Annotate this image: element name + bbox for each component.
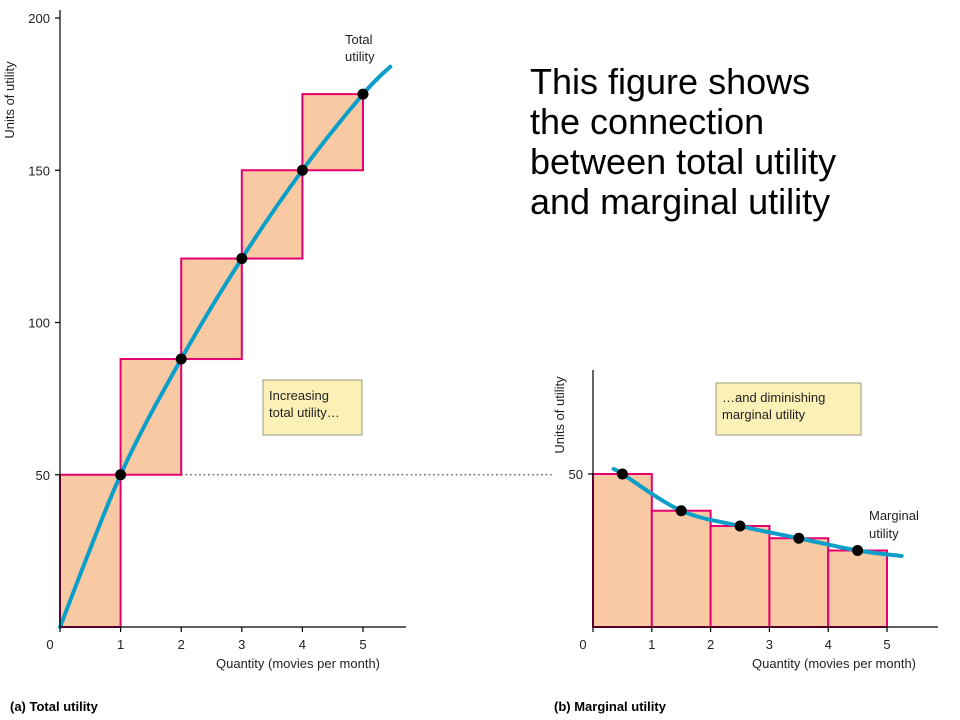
caption-line: This figure shows bbox=[530, 61, 811, 102]
total-utility-y-tick-label: 50 bbox=[36, 468, 50, 483]
total-utility-annotation-box bbox=[262, 379, 363, 436]
total-utility-y-axis-label: Units of utility bbox=[2, 61, 17, 139]
marginal-utility-bar bbox=[650, 509, 712, 628]
total-utility-annotation-text: total utility… bbox=[269, 405, 340, 420]
marginal-utility-point bbox=[852, 545, 864, 556]
marginal-utility-curve-label: Marginal bbox=[869, 508, 919, 523]
marginal-utility-point bbox=[616, 468, 628, 480]
marginal-utility-point bbox=[793, 532, 805, 544]
marginal-utility-curve-label: utility bbox=[869, 526, 899, 541]
total-utility-x-tick-label: 3 bbox=[238, 637, 245, 652]
total-utility-point bbox=[296, 164, 308, 176]
caption-line: and marginal utility bbox=[530, 181, 831, 222]
marginal-utility-annotation-text: marginal utility bbox=[722, 407, 806, 422]
marginal-utility-bar bbox=[592, 473, 653, 628]
total-utility-annotation-text: Increasing bbox=[269, 388, 329, 403]
total-utility-y-tick-label: 150 bbox=[28, 163, 50, 178]
marginal-utility-annotation-text: …and diminishing bbox=[722, 390, 825, 405]
total-utility-point bbox=[357, 88, 369, 100]
marginal-utility-x-tick-label: 1 bbox=[648, 637, 655, 652]
marginal-utility-x-tick-label: 2 bbox=[707, 637, 714, 652]
caption-line: between total utility bbox=[530, 141, 837, 182]
total-utility-curve-label: utility bbox=[345, 49, 375, 64]
total-utility-x-axis-label: Quantity (movies per month) bbox=[216, 656, 380, 671]
marginal-utility-annotation-box bbox=[715, 382, 862, 436]
marginal-utility-chart: Units of utility Quantity (movies per mo… bbox=[552, 370, 938, 714]
total-utility-point bbox=[115, 469, 127, 481]
total-utility-y-tick-label: 100 bbox=[28, 316, 50, 331]
marginal-utility-x-axis-label: Quantity (movies per month) bbox=[752, 656, 916, 671]
marginal-utility-y-tick-label: 50 bbox=[569, 467, 583, 482]
marginal-utility-bar bbox=[827, 549, 889, 628]
total-utility-point bbox=[175, 353, 187, 365]
total-utility-x-tick-label: 2 bbox=[178, 637, 185, 652]
marginal-utility-x-tick-label: 0 bbox=[579, 637, 586, 652]
marginal-utility-x-tick-label: 5 bbox=[883, 637, 890, 652]
total-utility-x-tick-label: 0 bbox=[46, 637, 53, 652]
marginal-utility-x-tick-label: 4 bbox=[825, 637, 832, 652]
marginal-utility-panel-label: (b) Marginal utility bbox=[554, 699, 667, 714]
marginal-utility-point bbox=[734, 520, 746, 532]
total-utility-y-tick-label: 200 bbox=[28, 11, 50, 26]
marginal-utility-point bbox=[675, 505, 687, 517]
marginal-utility-bar bbox=[709, 525, 771, 629]
marginal-utility-x-tick-label: 3 bbox=[766, 637, 773, 652]
caption-line: the connection bbox=[530, 101, 765, 142]
total-utility-chart: Units of utility Quantity (movies per mo… bbox=[2, 10, 552, 714]
total-utility-point bbox=[236, 253, 248, 265]
marginal-utility-bar bbox=[768, 537, 830, 629]
total-utility-curve-label: Total bbox=[345, 32, 373, 47]
total-utility-x-tick-label: 5 bbox=[359, 637, 366, 652]
total-utility-panel-label: (a) Total utility bbox=[10, 699, 99, 714]
total-utility-curve bbox=[58, 64, 393, 629]
figure-caption: This figure shows the connection between… bbox=[530, 62, 950, 222]
total-utility-x-tick-label: 4 bbox=[299, 637, 306, 652]
marginal-utility-y-axis-label: Units of utility bbox=[552, 376, 567, 454]
total-utility-x-tick-label: 1 bbox=[117, 637, 124, 652]
